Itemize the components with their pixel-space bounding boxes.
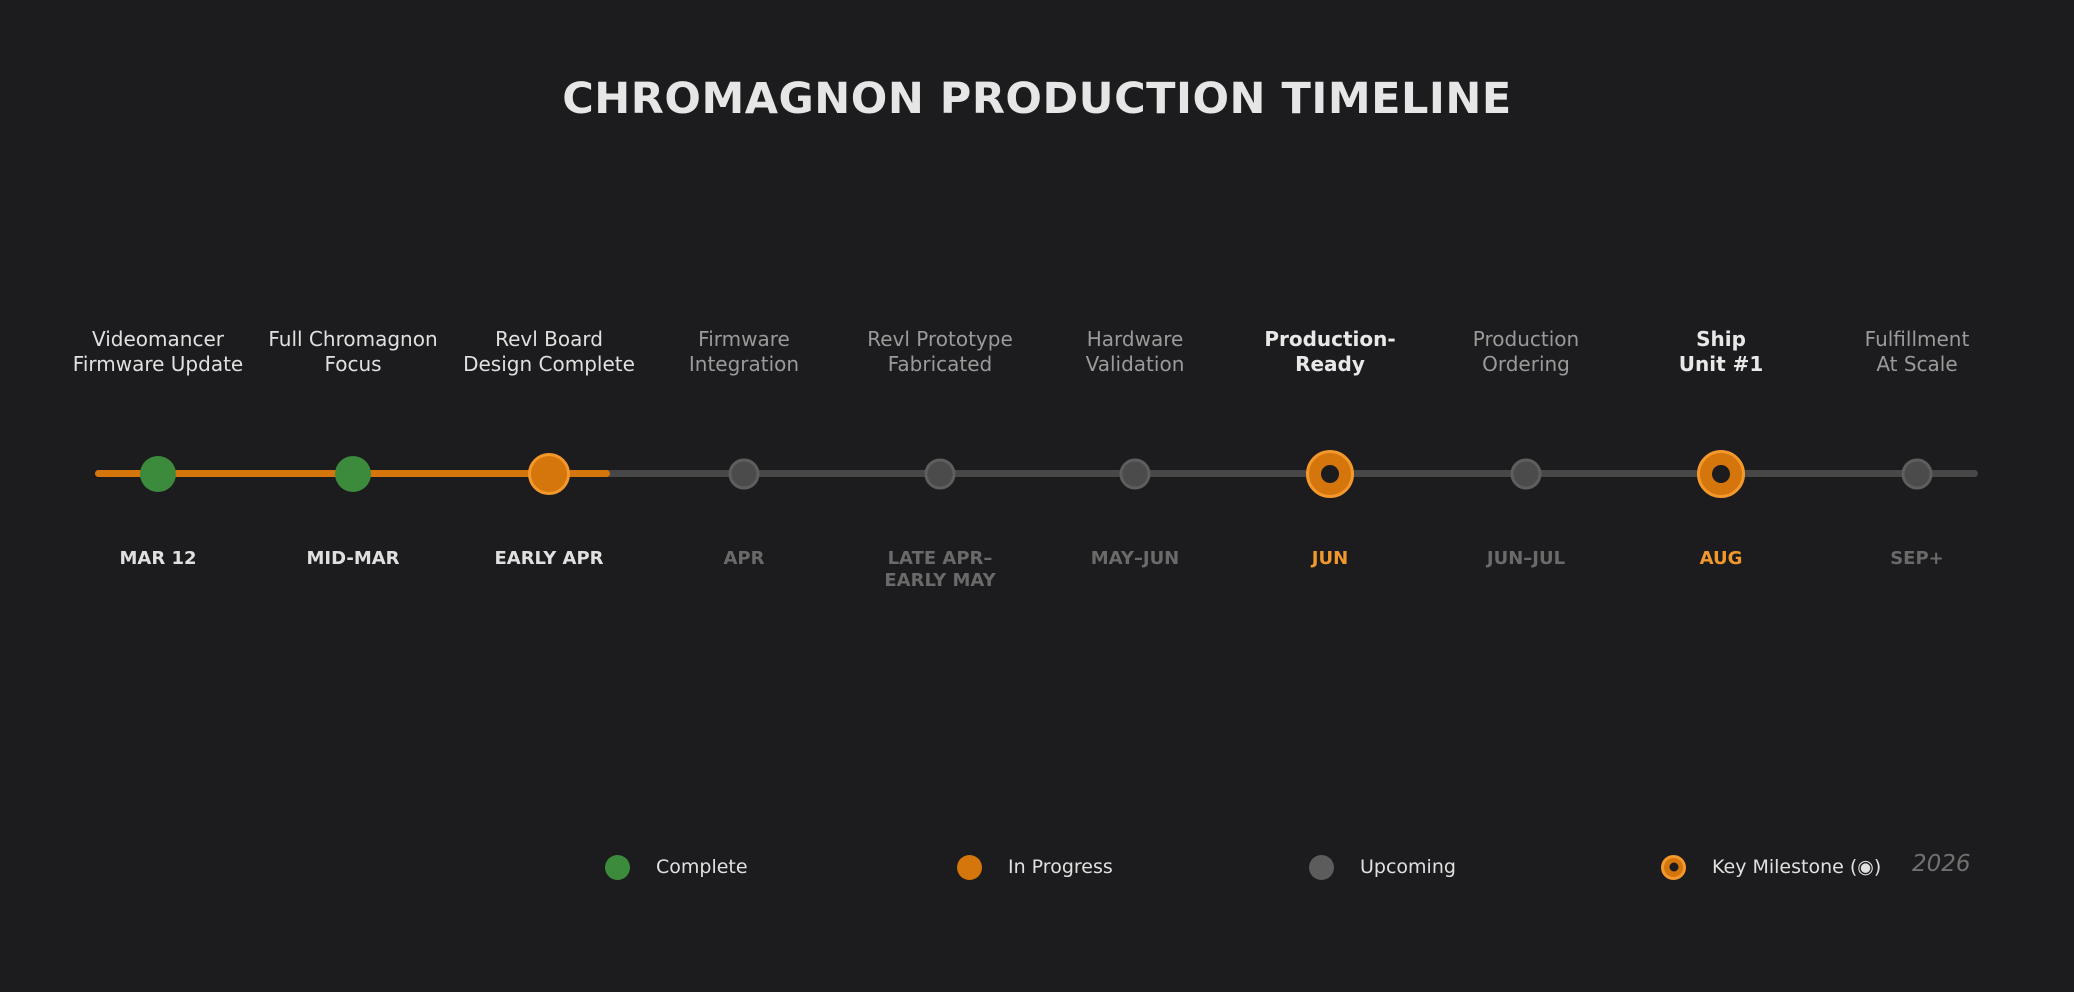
stage-label: Videomancer Firmware Update bbox=[72, 327, 244, 376]
stage-label: Production- Ready bbox=[1264, 327, 1396, 376]
timeline-track bbox=[95, 470, 1978, 477]
stage-label: Ship Unit #1 bbox=[1678, 327, 1764, 376]
upcoming-node-icon bbox=[1119, 458, 1151, 490]
stage-date: JUN bbox=[1311, 548, 1349, 569]
stage-date: JUN–JUL bbox=[1486, 548, 1566, 569]
upcoming-node-icon bbox=[1901, 458, 1933, 490]
legend-item-key-milestone: Key Milestone (◉) bbox=[1661, 854, 1881, 880]
key-milestone-node-icon bbox=[1697, 450, 1745, 498]
in-progress-swatch-icon bbox=[957, 854, 982, 880]
timeline-stage: Videomancer Firmware Update MAR 12 bbox=[38, 0, 278, 992]
legend-label: Complete bbox=[656, 856, 748, 878]
legend-label: Key Milestone (◉) bbox=[1712, 856, 1882, 878]
stage-date: AUG bbox=[1699, 548, 1743, 569]
stage-date: MAY–JUN bbox=[1090, 548, 1180, 569]
timeline-stage: Revl Board Design Complete EARLY APR bbox=[429, 0, 669, 992]
stage-label: Fulfillment At Scale bbox=[1864, 327, 1970, 376]
in-progress-node-icon bbox=[528, 453, 570, 495]
stage-label: Revl Prototype Fabricated bbox=[867, 327, 1013, 376]
timeline-stage: Production Ordering JUN–JUL bbox=[1406, 0, 1646, 992]
key-milestone-swatch-icon bbox=[1661, 854, 1686, 880]
stage-date: MAR 12 bbox=[119, 548, 197, 569]
timeline-stage: Ship Unit #1 AUG bbox=[1601, 0, 1841, 992]
page-title: CHROMAGNON PRODUCTION TIMELINE bbox=[562, 74, 1512, 124]
stage-date: LATE APR– EARLY MAY bbox=[884, 548, 996, 591]
upcoming-node-icon bbox=[1510, 458, 1542, 490]
stage-date: SEP+ bbox=[1890, 548, 1944, 569]
milestone-center-dot bbox=[1321, 465, 1339, 483]
year-label: 2026 bbox=[1912, 851, 1971, 877]
timeline-stage: Full Chromagnon Focus MID-MAR bbox=[233, 0, 473, 992]
stage-label: Full Chromagnon Focus bbox=[268, 327, 438, 376]
milestone-center-dot bbox=[1712, 465, 1730, 483]
key-milestone-node-icon bbox=[1306, 450, 1354, 498]
stage-date: APR bbox=[723, 548, 765, 569]
timeline-stage: Firmware Integration APR bbox=[624, 0, 864, 992]
upcoming-node-icon bbox=[728, 458, 760, 490]
stage-date: EARLY APR bbox=[494, 548, 604, 569]
legend-item-complete: Complete bbox=[605, 854, 748, 880]
stage-label: Hardware Validation bbox=[1085, 327, 1185, 376]
timeline-stage: Hardware Validation MAY–JUN bbox=[1015, 0, 1255, 992]
legend-label: Upcoming bbox=[1360, 856, 1456, 878]
complete-node-icon bbox=[335, 456, 371, 492]
upcoming-node-icon bbox=[924, 458, 956, 490]
stage-label: Production Ordering bbox=[1472, 327, 1580, 376]
complete-node-icon bbox=[140, 456, 176, 492]
stage-label: Firmware Integration bbox=[688, 327, 800, 376]
timeline-stage: Revl Prototype Fabricated LATE APR– EARL… bbox=[820, 0, 1060, 992]
legend-item-in-progress: In Progress bbox=[957, 854, 1113, 880]
legend-label: In Progress bbox=[1008, 856, 1113, 878]
complete-swatch-icon bbox=[605, 854, 630, 880]
stage-label: Revl Board Design Complete bbox=[463, 327, 635, 376]
milestone-center-dot bbox=[1669, 862, 1678, 872]
timeline-stage: Production- Ready JUN bbox=[1210, 0, 1450, 992]
upcoming-swatch-icon bbox=[1309, 854, 1334, 880]
stage-date: MID-MAR bbox=[306, 548, 400, 569]
timeline-stage: Fulfillment At Scale SEP+ bbox=[1797, 0, 2037, 992]
legend-item-upcoming: Upcoming bbox=[1309, 854, 1456, 880]
